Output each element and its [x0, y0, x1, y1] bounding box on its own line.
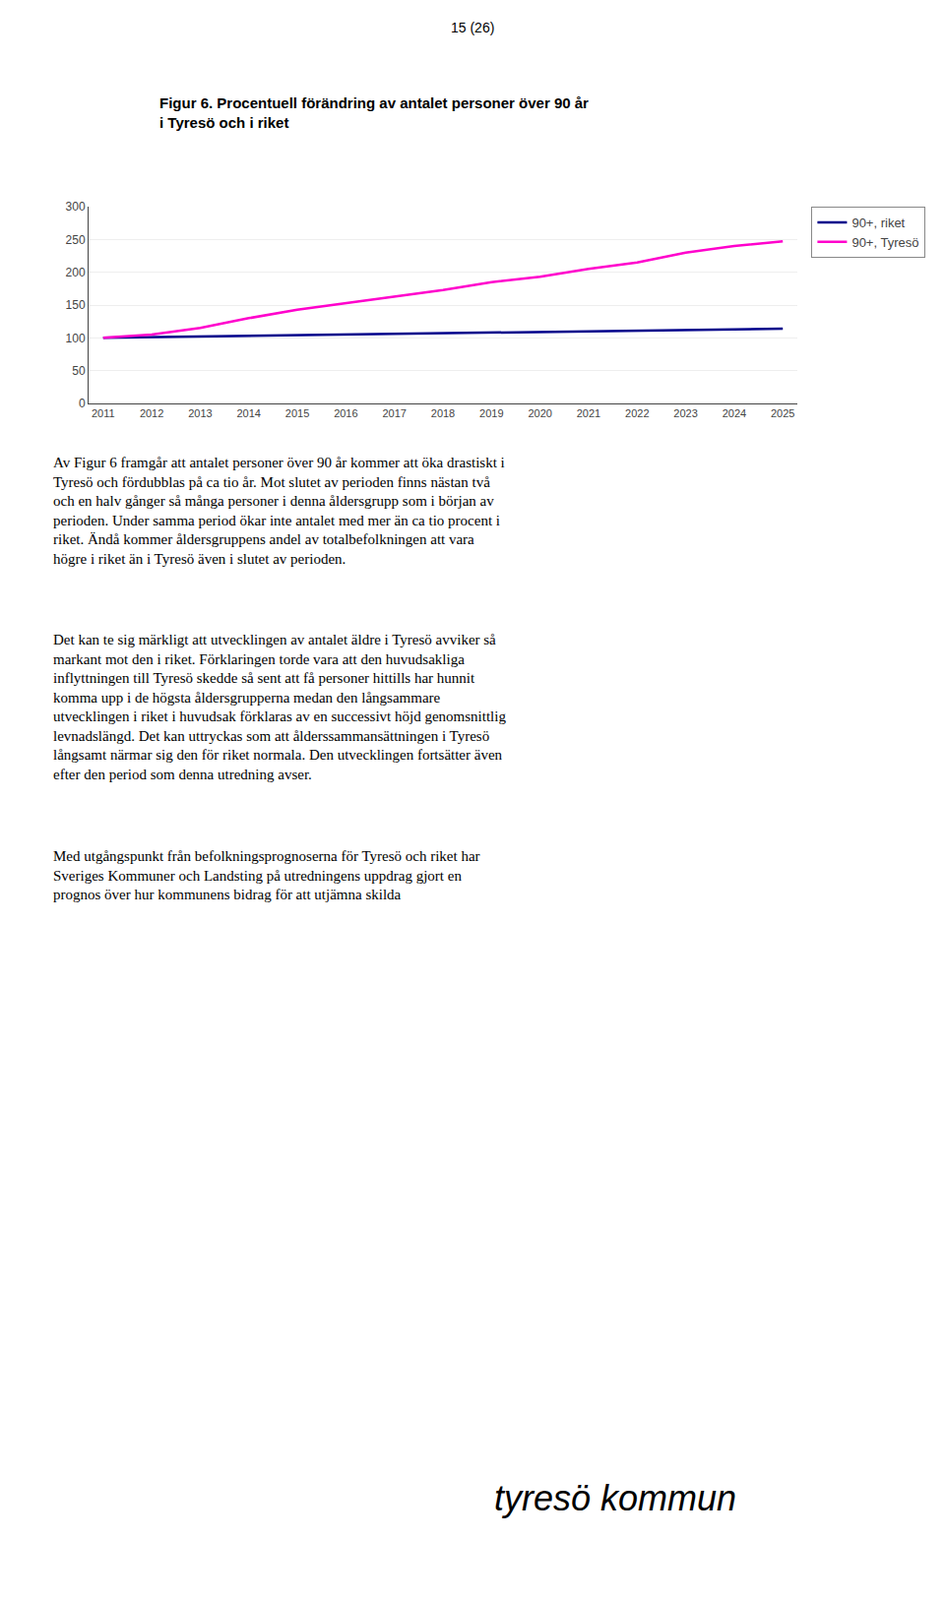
svg-text:Figur 6. Procentuell förändrin: Figur 6. Procentuell förändring av antal… — [159, 94, 589, 131]
svg-text:2021: 2021 — [576, 407, 601, 420]
svg-text:100: 100 — [65, 331, 86, 346]
svg-text:Av Figur 6 framgår att antalet: Av Figur 6 framgår att antalet personer … — [53, 454, 505, 567]
svg-text:2023: 2023 — [673, 407, 697, 420]
svg-text:Det kan te sig märkligt att ut: Det kan te sig märkligt att utvecklingen… — [53, 631, 506, 783]
svg-text:2013: 2013 — [188, 407, 212, 420]
svg-text:2020: 2020 — [527, 407, 552, 420]
svg-text:2025: 2025 — [770, 407, 795, 420]
svg-text:2011: 2011 — [91, 407, 116, 420]
svg-text:2019: 2019 — [479, 407, 504, 420]
svg-text:150: 150 — [65, 298, 86, 313]
svg-text:2014: 2014 — [236, 407, 260, 420]
svg-text:90+, riket: 90+, riket — [851, 215, 905, 231]
svg-text:tyresö kommun: tyresö kommun — [494, 1478, 737, 1519]
svg-text:200: 200 — [65, 265, 86, 280]
svg-text:2018: 2018 — [431, 407, 455, 420]
svg-text:250: 250 — [65, 233, 86, 248]
svg-text:2015: 2015 — [285, 407, 310, 420]
svg-text:90+, Tyresö: 90+, Tyresö — [851, 235, 919, 251]
svg-text:Med utgångspunkt från befolkni: Med utgångspunkt från befolkningsprognos… — [53, 848, 481, 903]
svg-text:0: 0 — [78, 396, 86, 411]
svg-text:2022: 2022 — [625, 407, 649, 420]
svg-text:300: 300 — [65, 199, 86, 214]
svg-text:2016: 2016 — [333, 407, 358, 420]
svg-text:2024: 2024 — [722, 407, 747, 420]
svg-text:15 (26): 15 (26) — [450, 19, 495, 36]
svg-text:50: 50 — [71, 364, 86, 378]
svg-text:2017: 2017 — [381, 407, 406, 420]
svg-text:2012: 2012 — [139, 407, 164, 420]
